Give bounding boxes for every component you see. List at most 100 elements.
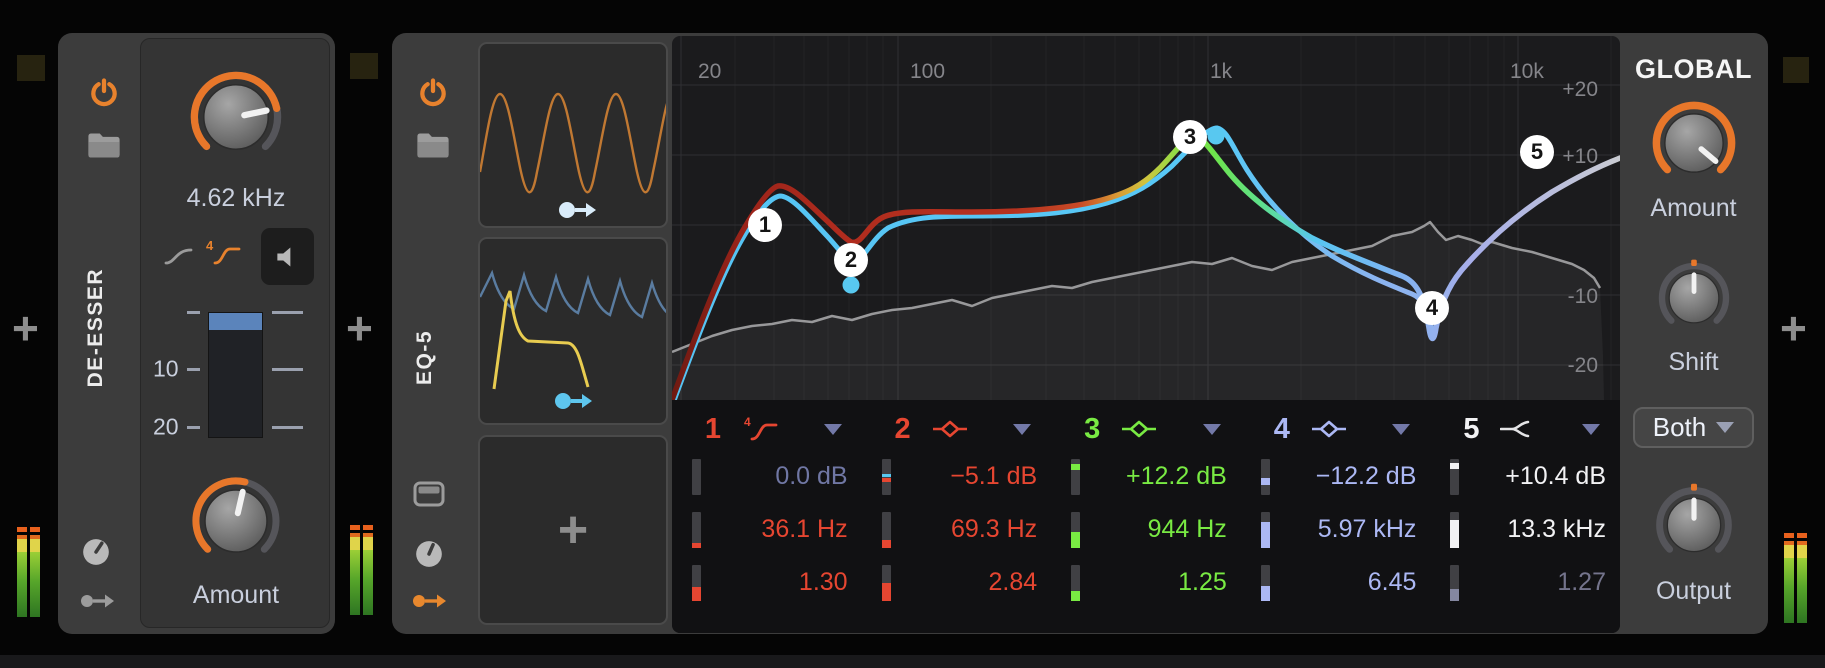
- band-number: 2: [894, 412, 911, 445]
- band-handle-3[interactable]: 3: [1173, 120, 1207, 154]
- add-device-button[interactable]: +: [1780, 302, 1807, 354]
- filter-type-dropdown[interactable]: [823, 423, 842, 435]
- band-handle-1[interactable]: 1: [748, 208, 782, 242]
- device-title: EQ-5: [413, 330, 436, 386]
- add-modulator-button[interactable]: +: [478, 435, 668, 625]
- freq-row[interactable]: 5.97 kHz: [1260, 503, 1416, 556]
- freq-mini-slider[interactable]: [881, 511, 891, 548]
- freq-mini-slider[interactable]: [692, 511, 701, 548]
- bell-filter-icon[interactable]: [932, 418, 968, 440]
- q-row[interactable]: 2.84: [881, 556, 1038, 609]
- freq-value: 36.1 Hz: [761, 515, 848, 543]
- band-handle-2[interactable]: 2: [834, 243, 868, 277]
- gain-value: +10.4 dB: [1505, 462, 1606, 490]
- gr-scale-10: 10: [153, 355, 179, 382]
- gain-row[interactable]: +12.2 dB: [1071, 450, 1227, 503]
- level-meter: [350, 525, 373, 615]
- power-icon[interactable]: [88, 77, 120, 109]
- q-mini-slider[interactable]: [1260, 564, 1270, 601]
- eq-display[interactable]: 20 100 1k 10k +20 +10 -10 -20 1 2 3 4 5 …: [672, 36, 1620, 633]
- highpass-filter-icon[interactable]: 4: [742, 415, 778, 443]
- band-number: 4: [1273, 412, 1290, 445]
- wide-band-filter-icon[interactable]: [164, 245, 194, 267]
- add-device-button[interactable]: +: [346, 302, 373, 354]
- spectrum-analyzer-fill: [672, 222, 1604, 400]
- highshelf-filter-icon[interactable]: [1500, 418, 1536, 440]
- filter-type-dropdown[interactable]: [1202, 423, 1221, 435]
- knob-icon[interactable]: [82, 538, 110, 566]
- plus-icon: +: [557, 501, 589, 559]
- q-mini-slider[interactable]: [1071, 564, 1081, 601]
- band-handle-4[interactable]: 4: [1415, 291, 1449, 325]
- gain-row[interactable]: +10.4 dB: [1450, 450, 1606, 503]
- q-row[interactable]: 1.25: [1071, 556, 1227, 609]
- band-handle-5[interactable]: 5: [1520, 135, 1554, 169]
- db-label-minus10: -10: [1567, 285, 1598, 308]
- gain-mini-slider[interactable]: [1450, 458, 1460, 495]
- mode-dropdown[interactable]: Both: [1633, 407, 1754, 448]
- frequency-knob[interactable]: [184, 65, 288, 174]
- q-row[interactable]: 1.27: [1450, 556, 1606, 609]
- gain-mini-slider[interactable]: [692, 458, 701, 495]
- gain-mini-slider[interactable]: [881, 458, 891, 495]
- gain-row[interactable]: −5.1 dB: [881, 450, 1037, 503]
- freq-row[interactable]: 13.3 kHz: [1450, 503, 1606, 556]
- freq-row[interactable]: 944 Hz: [1071, 503, 1227, 556]
- amount-label: Amount: [192, 581, 280, 609]
- listen-button[interactable]: [261, 228, 314, 285]
- band-number: 3: [1084, 412, 1101, 445]
- global-shift-label: Shift: [1668, 348, 1719, 376]
- freq-mini-slider[interactable]: [1450, 511, 1460, 548]
- freq-mini-slider[interactable]: [1260, 511, 1270, 548]
- freq-value: 69.3 Hz: [951, 515, 1038, 543]
- remote-controls-icon[interactable]: [413, 481, 445, 507]
- split-band-filter-icon[interactable]: 4: [205, 239, 241, 267]
- mod-route-icon[interactable]: [412, 591, 446, 611]
- q-value: 1.27: [1557, 568, 1606, 596]
- filter-type-dropdown[interactable]: [1013, 423, 1032, 435]
- mod-out-icon: [559, 202, 596, 218]
- filter-type-dropdown[interactable]: [1392, 423, 1411, 435]
- envelope-curve-icon: [492, 290, 590, 390]
- gain-row[interactable]: 0.0 dB: [692, 450, 848, 503]
- gain-row[interactable]: −12.2 dB: [1260, 450, 1416, 503]
- device-color-tab: [17, 55, 45, 81]
- spectrum-analyzer-line: [672, 220, 1602, 354]
- gain-mini-slider[interactable]: [1071, 458, 1081, 495]
- sine-wave-icon: [480, 92, 666, 218]
- device-title: DE-ESSER: [84, 268, 107, 388]
- freq-mini-slider[interactable]: [1071, 511, 1081, 548]
- filter-type-dropdown[interactable]: [1582, 423, 1600, 435]
- amount-knob[interactable]: [186, 471, 286, 576]
- db-label-plus10: +10: [1562, 145, 1598, 168]
- global-shift-knob[interactable]: [1654, 258, 1734, 343]
- eq-curve-display[interactable]: [672, 36, 1620, 400]
- bell-filter-icon[interactable]: [1311, 418, 1347, 440]
- gain-mini-slider[interactable]: [1260, 458, 1270, 495]
- mod-route-icon[interactable]: [80, 591, 114, 611]
- power-icon[interactable]: [417, 77, 449, 109]
- q-mini-slider[interactable]: [692, 564, 701, 601]
- global-output-knob[interactable]: [1651, 482, 1737, 573]
- bell-filter-icon[interactable]: [1121, 418, 1157, 440]
- band-column-1: 1 4 0.0 dB 36.1 Hz 1.30: [672, 400, 862, 633]
- frequency-value[interactable]: 4.62 kHz: [186, 184, 286, 212]
- mod-target-dot: [842, 276, 860, 294]
- q-value: 6.45: [1367, 568, 1417, 596]
- q-mini-slider[interactable]: [881, 564, 891, 601]
- modulator-slot-sine[interactable]: [478, 42, 668, 228]
- add-device-button[interactable]: +: [12, 302, 39, 354]
- knob-icon[interactable]: [415, 540, 443, 568]
- modulator-slot-envelope[interactable]: [478, 237, 668, 425]
- freq-row[interactable]: 36.1 Hz: [692, 503, 848, 556]
- folder-icon[interactable]: [416, 132, 450, 159]
- q-mini-slider[interactable]: [1450, 564, 1460, 601]
- q-value: 1.30: [798, 568, 848, 596]
- folder-icon[interactable]: [87, 132, 121, 159]
- global-amount-label: Amount: [1650, 194, 1737, 222]
- q-row[interactable]: 1.30: [692, 556, 848, 609]
- freq-row[interactable]: 69.3 Hz: [881, 503, 1038, 556]
- q-value: 2.84: [988, 568, 1038, 596]
- q-row[interactable]: 6.45: [1260, 556, 1417, 609]
- global-amount-knob[interactable]: [1647, 96, 1741, 195]
